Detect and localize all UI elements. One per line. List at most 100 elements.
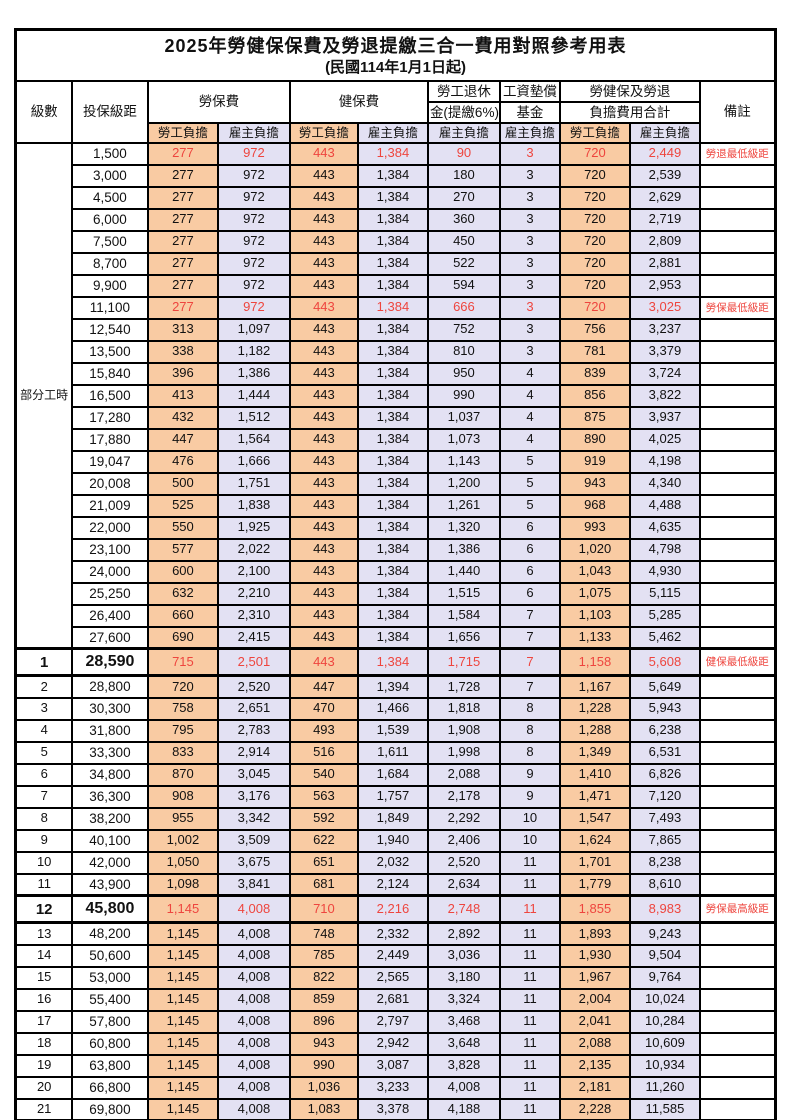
table-row: 17,880 447 1,564 443 1,384 1,073 4 890 4,025 bbox=[16, 427, 777, 452]
table-row: 12,540 313 1,097 443 1,384 752 3 756 3,237 bbox=[16, 317, 777, 342]
bracket-cell: 45,800 bbox=[70, 894, 149, 925]
health-employee-cell: 443 bbox=[288, 559, 359, 584]
wage-fund-employer-cell: 11 bbox=[498, 1075, 561, 1100]
health-employee-cell: 443 bbox=[288, 537, 359, 562]
bracket-cell: 11,100 bbox=[70, 295, 149, 320]
bracket-cell: 53,000 bbox=[70, 965, 149, 990]
total-employee-cell: 890 bbox=[558, 427, 631, 452]
table-row: 15,840 396 1,386 443 1,384 950 4 839 3,724 bbox=[16, 361, 777, 386]
wage-fund-employer-cell: 6 bbox=[498, 537, 561, 562]
bracket-cell: 40,100 bbox=[70, 828, 149, 853]
labor-employee-cell: 600 bbox=[146, 559, 219, 584]
health-employee-cell: 443 bbox=[288, 515, 359, 540]
labor-employee-cell: 870 bbox=[146, 762, 219, 787]
total-employer-cell: 10,934 bbox=[628, 1053, 701, 1078]
header-row-1: 級數 投保級距 勞保費 健保費 勞工退休 工資墊償 勞健保及勞退 備註 bbox=[14, 79, 777, 144]
page-title: 2025年勞健保保費及勞退提繳三合一費用對照參考用表 bbox=[164, 36, 627, 56]
total-employer-cell: 3,237 bbox=[628, 317, 701, 342]
remark-cell bbox=[698, 1009, 777, 1034]
table-row: 20,008 500 1,751 443 1,384 1,200 5 943 4,340 bbox=[16, 471, 777, 496]
pension-employer-cell: 1,908 bbox=[426, 718, 501, 743]
col-header-labor-insurance: 勞保費 bbox=[146, 79, 291, 124]
total-employee-cell: 1,967 bbox=[558, 965, 631, 990]
remark-cell bbox=[698, 1031, 777, 1056]
labor-employer-cell: 972 bbox=[216, 229, 291, 254]
total-employee-cell: 720 bbox=[558, 229, 631, 254]
total-employer-cell: 3,937 bbox=[628, 405, 701, 430]
pension-employer-cell: 752 bbox=[426, 317, 501, 342]
pension-employer-cell: 2,520 bbox=[426, 850, 501, 875]
total-employee-cell: 2,004 bbox=[558, 987, 631, 1012]
labor-employee-cell: 500 bbox=[146, 471, 219, 496]
bracket-cell: 30,300 bbox=[70, 696, 149, 721]
total-employer-cell: 9,504 bbox=[628, 943, 701, 968]
health-employee-cell: 516 bbox=[288, 740, 359, 765]
remark-cell bbox=[698, 828, 777, 853]
labor-employee-cell: 550 bbox=[146, 515, 219, 540]
wage-fund-employer-cell: 7 bbox=[498, 625, 561, 650]
labor-employee-cell: 720 bbox=[146, 674, 219, 699]
total-employer-cell: 4,025 bbox=[628, 427, 701, 452]
labor-employee-cell: 715 bbox=[146, 647, 219, 678]
remark-cell bbox=[698, 207, 777, 232]
wage-fund-employer-cell: 9 bbox=[498, 762, 561, 787]
level-cell: 7 bbox=[14, 784, 73, 809]
table-row: 2 28,800 720 2,520 447 1,394 1,728 7 1,167 5,649 bbox=[14, 674, 777, 699]
labor-employer-cell: 3,176 bbox=[216, 784, 291, 809]
level-cell: 14 bbox=[14, 943, 73, 968]
remark-cell bbox=[698, 806, 777, 831]
pension-employer-cell: 3,180 bbox=[426, 965, 501, 990]
remark-cell bbox=[698, 559, 777, 584]
health-employee-cell: 443 bbox=[288, 383, 359, 408]
table-row: 9 40,100 1,002 3,509 622 1,940 2,406 10 1,624 7,8… bbox=[14, 828, 777, 853]
remark-cell bbox=[698, 449, 777, 474]
labor-employer-cell: 3,045 bbox=[216, 762, 291, 787]
total-employee-cell: 720 bbox=[558, 207, 631, 232]
health-employee-cell: 785 bbox=[288, 943, 359, 968]
wage-fund-employer-cell: 10 bbox=[498, 806, 561, 831]
pension-employer-cell: 3,648 bbox=[426, 1031, 501, 1056]
labor-employee-cell: 632 bbox=[146, 581, 219, 606]
health-employer-cell: 1,384 bbox=[356, 361, 429, 386]
labor-employer-cell: 3,342 bbox=[216, 806, 291, 831]
labor-employer-cell: 3,509 bbox=[216, 828, 291, 853]
labor-employer-cell: 3,675 bbox=[216, 850, 291, 875]
labor-employee-cell: 476 bbox=[146, 449, 219, 474]
total-employer-cell: 3,822 bbox=[628, 383, 701, 408]
total-employer-cell: 4,340 bbox=[628, 471, 701, 496]
bracket-cell: 57,800 bbox=[70, 1009, 149, 1034]
labor-employer-cell: 1,512 bbox=[216, 405, 291, 430]
part-time-merged-cell: 部分工時 bbox=[14, 141, 73, 650]
health-employer-cell: 2,797 bbox=[356, 1009, 429, 1034]
pension-employer-cell: 2,634 bbox=[426, 872, 501, 897]
pension-employer-cell: 3,324 bbox=[426, 987, 501, 1012]
pension-employer-cell: 1,037 bbox=[426, 405, 501, 430]
total-employee-cell: 1,349 bbox=[558, 740, 631, 765]
labor-employee-cell: 758 bbox=[146, 696, 219, 721]
col-header-wage-fund-line1: 工資墊償 bbox=[498, 79, 561, 103]
labor-employer-cell: 4,008 bbox=[216, 987, 291, 1012]
total-employee-cell: 1,547 bbox=[558, 806, 631, 831]
labor-employee-cell: 1,145 bbox=[146, 965, 219, 990]
total-employee-cell: 1,043 bbox=[558, 559, 631, 584]
health-employee-cell: 443 bbox=[288, 405, 359, 430]
health-employee-cell: 443 bbox=[288, 339, 359, 364]
total-employer-cell: 6,826 bbox=[628, 762, 701, 787]
labor-employer-cell: 4,008 bbox=[216, 1053, 291, 1078]
total-employee-cell: 856 bbox=[558, 383, 631, 408]
remark-cell bbox=[698, 921, 777, 946]
labor-employee-cell: 277 bbox=[146, 141, 219, 166]
remark-cell bbox=[698, 850, 777, 875]
level-cell: 4 bbox=[14, 718, 73, 743]
health-employee-cell: 443 bbox=[288, 229, 359, 254]
remark-cell bbox=[698, 515, 777, 540]
bracket-cell: 55,400 bbox=[70, 987, 149, 1012]
labor-employer-cell: 4,008 bbox=[216, 921, 291, 946]
total-employer-cell: 4,198 bbox=[628, 449, 701, 474]
health-employer-cell: 2,032 bbox=[356, 850, 429, 875]
subheader-health-employee: 勞工負擔 bbox=[288, 121, 359, 144]
remark-cell bbox=[698, 185, 777, 210]
wage-fund-employer-cell: 3 bbox=[498, 339, 561, 364]
health-employee-cell: 470 bbox=[288, 696, 359, 721]
total-employer-cell: 8,983 bbox=[628, 894, 701, 925]
